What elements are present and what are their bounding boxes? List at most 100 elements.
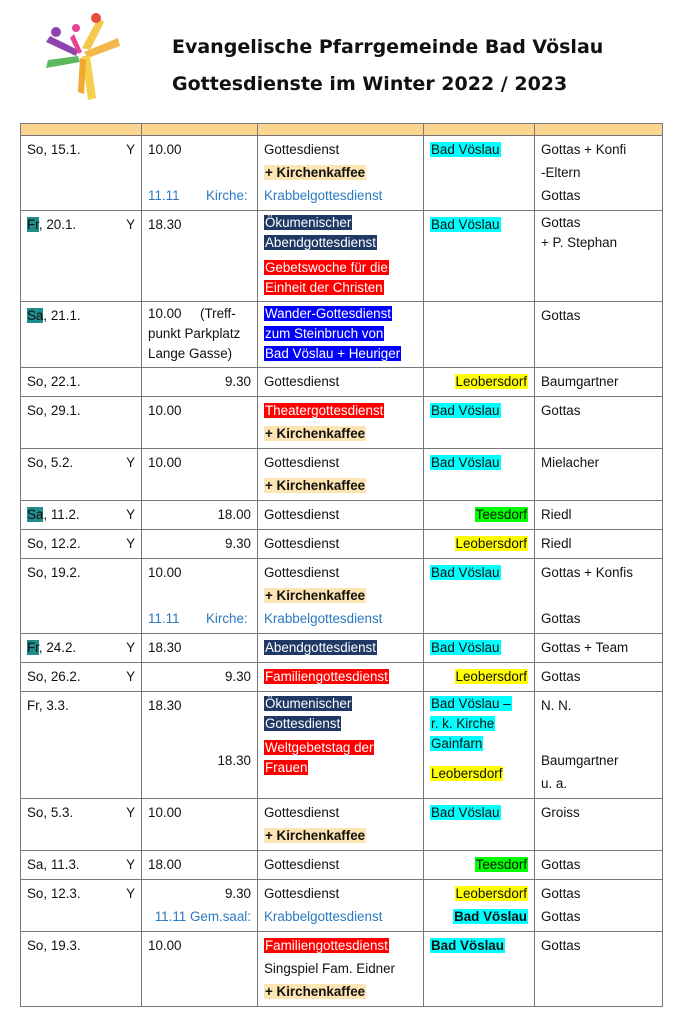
service-name: Familiengottesdienst xyxy=(264,669,389,684)
coffee-note: + Kirchenkaffee xyxy=(264,478,367,493)
location: Bad Vöslau xyxy=(430,455,501,470)
time: 10.00 xyxy=(148,455,182,470)
youth-marker: Y xyxy=(126,857,135,872)
table-row: So, 19.3. 10.00 Familiengottesdienst Sin… xyxy=(20,931,663,1007)
time: 10.00 xyxy=(148,938,182,953)
page-subtitle: Gottesdienste im Winter 2022 / 2023 xyxy=(172,73,568,95)
table-row: So, 12.3. Y 9.30 11.11 Gem.saal: Gottesdi… xyxy=(20,879,663,932)
service-name: Gottesdienst xyxy=(264,716,342,731)
location: Bad Vöslau xyxy=(430,217,501,232)
date: , 11.2. xyxy=(43,507,80,522)
youth-marker: Y xyxy=(126,886,135,901)
coffee-note: + Kirchenkaffee xyxy=(264,984,367,999)
table-row: So, 26.2. Y 9.30 Familiengottesdienst Leo… xyxy=(20,662,663,692)
table-row: Fr, 24.2. Y 18.30 Abendgottesdienst Bad V… xyxy=(20,633,663,663)
date: Sa, 11.3. xyxy=(27,857,80,872)
location: Bad Vöslau xyxy=(430,805,501,820)
date: So, 5.2. xyxy=(27,455,74,470)
pastor: Gottas xyxy=(541,938,581,953)
event-note: Frauen xyxy=(264,760,309,775)
pastor: Gottas xyxy=(541,308,581,323)
location: Teesdorf xyxy=(474,507,528,522)
service-name: Krabbelgottesdienst xyxy=(264,611,383,626)
service-name: Abendgottesdienst xyxy=(264,235,377,250)
location: Bad Vöslau – xyxy=(430,696,512,711)
meeting-point: Lange Gasse) xyxy=(148,346,233,361)
pastor: Gottas xyxy=(541,857,581,872)
page-title: Evangelische Pfarrgemeinde Bad Vöslau xyxy=(172,36,604,58)
time: 9.30 xyxy=(224,669,251,684)
event-note: Weltgebetstag der xyxy=(264,740,375,755)
date: , 24.2. xyxy=(38,640,77,655)
pastor: N. N. xyxy=(541,698,572,713)
service-name: Gottesdienst xyxy=(264,455,340,470)
time: 18.30 xyxy=(148,217,182,232)
table-header-row xyxy=(20,123,663,136)
date: , 20.1. xyxy=(38,217,77,232)
date: So, 15.1. xyxy=(27,142,81,157)
time: 11.11 xyxy=(148,611,180,626)
service-name: Gottesdienst xyxy=(264,805,340,820)
service-name: Familiengottesdienst xyxy=(264,938,389,953)
youth-marker: Y xyxy=(126,455,135,470)
pastor: Riedl xyxy=(541,536,572,551)
table-row: Fr, 3.3. 18.30 18.30 Ökumenischer Gottes… xyxy=(20,691,663,799)
table-row: So, 19.2. 10.00 11.11 Kirche: Gottesdiens… xyxy=(20,558,663,634)
service-name: Krabbelgottesdienst xyxy=(264,909,383,924)
pastor: Gottas xyxy=(541,886,581,901)
pastor: Gottas xyxy=(541,909,581,924)
date: So, 19.2. xyxy=(27,565,81,580)
table-row: Sa, 11.3. Y 18.00 Gottesdienst Teesdorf G… xyxy=(20,850,663,880)
service-name: Ökumenischer xyxy=(264,215,353,230)
table-row: So, 5.3. Y 10.00 Gottesdienst + Kirchenka… xyxy=(20,798,663,851)
table-row: So, 22.1. 9.30 Gottesdienst Leobersdorf … xyxy=(20,367,663,397)
meeting-point: punkt Parkplatz xyxy=(148,326,241,341)
date: So, 19.3. xyxy=(27,938,81,953)
youth-marker: Y xyxy=(126,669,135,684)
service-schedule-table: So, 15.1. Y 10.00 11.11 Kirche: Gottesdien… xyxy=(20,123,663,1007)
location: Bad Vöslau xyxy=(430,938,505,953)
location: Leobersdorf xyxy=(430,766,504,781)
service-name: Wander-Gottesdienst xyxy=(264,306,393,321)
location: Gainfarn xyxy=(430,736,484,751)
time: 9.30 xyxy=(224,536,251,551)
service-name: Gottesdienst xyxy=(264,886,340,901)
pastor: Gottas + Team xyxy=(541,640,629,655)
service-name: Ökumenischer xyxy=(264,696,353,711)
location: r. k. Kirche xyxy=(430,716,496,731)
pastor: Groiss xyxy=(541,805,580,820)
coffee-note: + Kirchenkaffee xyxy=(264,426,367,441)
pastor: Mielacher xyxy=(541,455,600,470)
time: 9.30 xyxy=(224,886,251,901)
location-note: Kirche: xyxy=(206,188,248,203)
date: So, 22.1. xyxy=(27,374,81,389)
time: 10.00 xyxy=(148,142,182,157)
youth-marker: Y xyxy=(126,507,135,522)
time: 10.00 xyxy=(148,565,182,580)
pastor: -Eltern xyxy=(541,165,581,180)
pastor: Riedl xyxy=(541,507,572,522)
time: 18.30 xyxy=(148,698,182,713)
youth-marker: Y xyxy=(126,536,135,551)
location: Leobersdorf xyxy=(454,886,528,901)
location: Leobersdorf xyxy=(454,536,528,551)
location: Leobersdorf xyxy=(454,374,528,389)
youth-marker: Y xyxy=(126,805,135,820)
time: 10.00 xyxy=(148,805,182,820)
table-row: Sa, 21.1. 10.00 (Treff- punkt Parkplatz L… xyxy=(20,301,663,368)
coffee-note: + Kirchenkaffee xyxy=(264,588,367,603)
date-day: Fr xyxy=(27,217,39,232)
table-row: So, 12.2. Y 9.30 Gottesdienst Leobersdorf… xyxy=(20,529,663,559)
youth-marker: Y xyxy=(126,640,135,655)
pastor: Gottas xyxy=(541,669,581,684)
table-row: So, 5.2. Y 10.00 Gottesdienst + Kirchenka… xyxy=(20,448,663,501)
location: Bad Vöslau xyxy=(430,403,501,418)
meeting-point: (Treff- xyxy=(200,306,236,321)
coffee-note: + Kirchenkaffee xyxy=(264,165,367,180)
date: So, 5.3. xyxy=(27,805,74,820)
location: Bad Vöslau xyxy=(430,142,501,157)
table-row: Fr, 20.1. Y 18.30 Ökumenischer Abendgotte… xyxy=(20,210,663,302)
date: So, 29.1. xyxy=(27,403,81,418)
pastor: u. a. xyxy=(541,776,568,791)
pastor: Gottas xyxy=(541,188,581,203)
